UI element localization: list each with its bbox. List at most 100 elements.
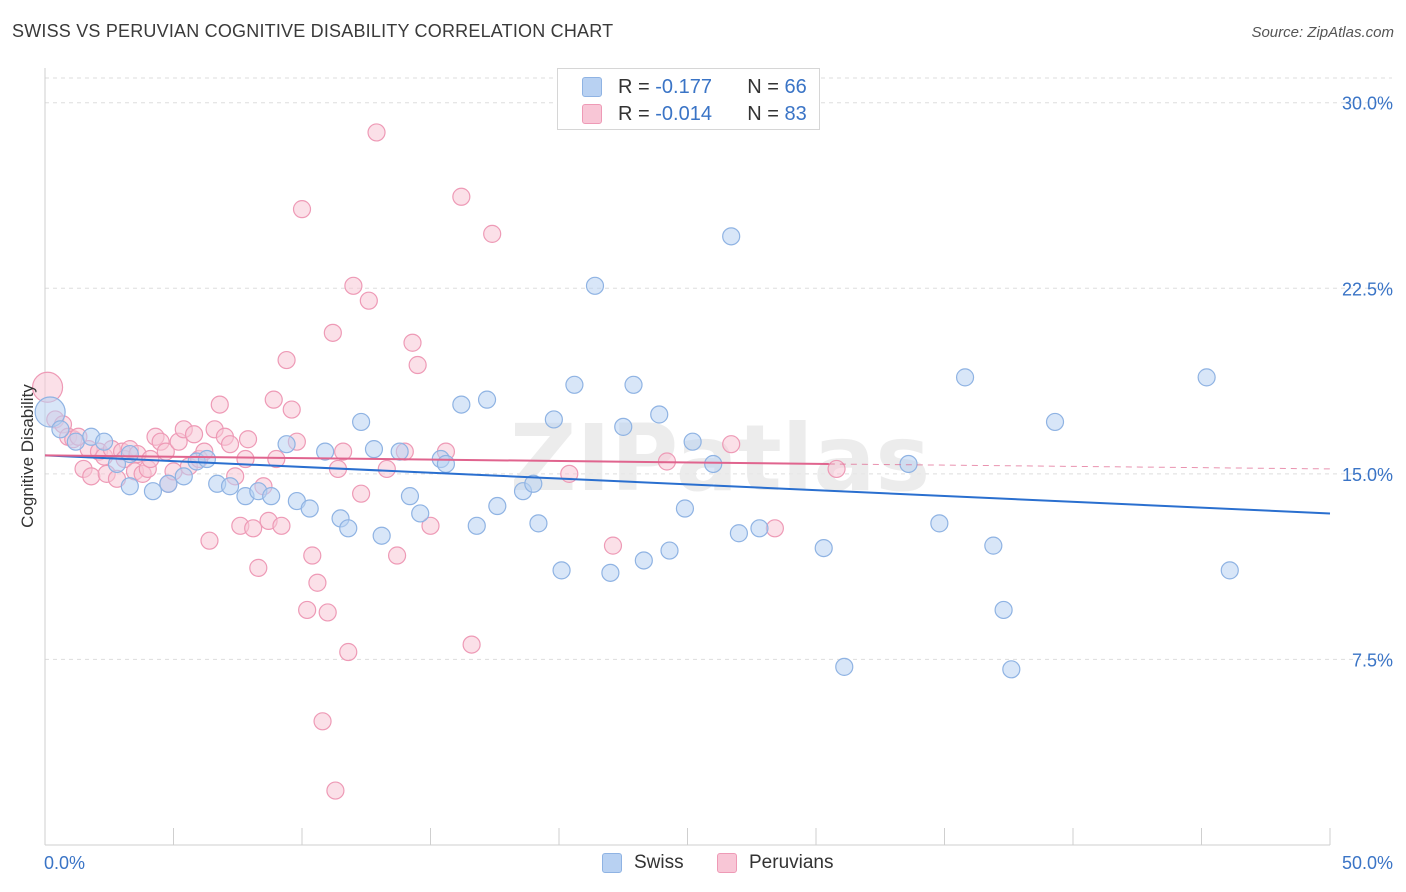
swiss-point bbox=[372, 526, 391, 545]
r-label: R = bbox=[618, 75, 650, 98]
swiss-point bbox=[262, 487, 281, 506]
swiss-point bbox=[601, 563, 620, 582]
peruvians-point bbox=[298, 600, 317, 620]
swiss-point bbox=[994, 600, 1013, 620]
peruvians-point bbox=[765, 519, 784, 538]
swiss-point bbox=[750, 519, 769, 538]
swiss-swatch bbox=[602, 853, 622, 873]
swiss-point bbox=[364, 440, 384, 459]
swiss-point bbox=[729, 524, 749, 543]
peruvians-point bbox=[249, 558, 268, 577]
swiss-point bbox=[704, 454, 723, 474]
axes bbox=[44, 68, 1331, 846]
swiss-point bbox=[634, 551, 653, 570]
swiss-point bbox=[352, 412, 371, 432]
peruvians-point bbox=[220, 435, 240, 454]
n-value: 83 bbox=[784, 102, 807, 125]
swiss-point bbox=[66, 432, 85, 451]
correlation-legend: R = -0.177 N = 66 R = -0.014 N = 83 bbox=[557, 68, 820, 130]
swiss-point bbox=[524, 474, 543, 493]
legend-label-swiss: Swiss bbox=[634, 852, 684, 873]
swiss-point bbox=[174, 467, 193, 486]
peruvians-point bbox=[282, 400, 301, 419]
swiss-point bbox=[585, 276, 605, 295]
swiss-point bbox=[277, 435, 296, 454]
swiss-point bbox=[814, 538, 833, 558]
swiss-point bbox=[675, 499, 695, 518]
swiss-point bbox=[660, 541, 679, 560]
peruvians-point bbox=[303, 546, 322, 565]
n-value: 66 bbox=[784, 75, 807, 98]
swiss-point bbox=[1002, 660, 1021, 679]
swiss-point bbox=[34, 396, 66, 428]
gridlines bbox=[45, 77, 1392, 660]
peruvians-point bbox=[272, 516, 291, 535]
tick-labels: 7.5% 15.0% 22.5% 30.0% 0.0% 50.0% bbox=[44, 94, 1393, 873]
peruvians-point bbox=[264, 390, 283, 409]
swiss-point bbox=[614, 417, 633, 436]
x-tick-label: 0.0% bbox=[44, 853, 85, 873]
swiss-point bbox=[1045, 412, 1065, 432]
trend-lines bbox=[44, 454, 1331, 515]
swiss-point bbox=[390, 442, 409, 461]
peruvians-point bbox=[323, 323, 342, 342]
peruvians-point bbox=[82, 467, 101, 486]
peruvians-point bbox=[359, 291, 378, 310]
swiss-point bbox=[1197, 368, 1216, 387]
peruvians-point bbox=[292, 200, 312, 219]
r-value: -0.177 bbox=[655, 75, 712, 98]
legend-label-peruvians: Peruvians bbox=[749, 852, 834, 873]
swiss-trend-line bbox=[44, 454, 1331, 515]
peruvians-point bbox=[462, 635, 481, 654]
swiss-point bbox=[955, 368, 975, 387]
legend-item-peruvians[interactable]: Peruvians bbox=[717, 852, 834, 874]
n-label: N = bbox=[747, 102, 779, 125]
y-tick-label: 7.5% bbox=[1352, 650, 1393, 670]
swiss-point bbox=[529, 514, 548, 533]
peruvians-swatch bbox=[717, 853, 737, 873]
peruvians-point bbox=[334, 442, 353, 461]
swiss-point bbox=[400, 487, 420, 506]
peruvians-point bbox=[267, 449, 286, 469]
swiss-point bbox=[411, 504, 430, 523]
swiss-swatch bbox=[582, 77, 602, 97]
legend-row-peruvians: R = -0.014 N = 83 bbox=[582, 102, 807, 126]
r-label: R = bbox=[618, 102, 650, 125]
r-value: -0.014 bbox=[655, 102, 712, 125]
peruvians-point bbox=[452, 187, 471, 206]
swiss-point bbox=[544, 410, 563, 429]
peruvians-point bbox=[603, 536, 623, 555]
peruvians-point bbox=[200, 531, 219, 550]
peruvians-point bbox=[277, 350, 296, 370]
swiss-point bbox=[722, 227, 741, 246]
chart-title: SWISS VS PERUVIAN COGNITIVE DISABILITY C… bbox=[12, 21, 614, 41]
swiss-point bbox=[899, 454, 918, 474]
swiss-point bbox=[683, 432, 702, 451]
series-legend: Swiss Peruvians bbox=[0, 852, 1406, 876]
source-note: Source: ZipAtlas.com bbox=[1251, 24, 1394, 41]
peruvians-point bbox=[184, 425, 204, 444]
peruvians-point bbox=[722, 435, 741, 454]
swiss-point bbox=[436, 454, 456, 474]
y-tick-label: 22.5% bbox=[1342, 279, 1393, 299]
peruvians-point bbox=[210, 395, 229, 414]
peruvians-point bbox=[238, 430, 258, 449]
swiss-point bbox=[835, 657, 854, 676]
legend-item-swiss[interactable]: Swiss bbox=[602, 852, 684, 874]
swiss-point bbox=[339, 519, 358, 538]
swiss-point bbox=[95, 432, 114, 451]
swiss-point bbox=[467, 516, 486, 535]
peruvians-point bbox=[827, 459, 846, 479]
peruvians-point bbox=[408, 355, 427, 375]
n-label: N = bbox=[747, 75, 779, 98]
peruvians-point bbox=[377, 459, 396, 479]
peruvians-point bbox=[313, 712, 332, 731]
swiss-point bbox=[565, 375, 584, 394]
swiss-point bbox=[197, 449, 217, 469]
swiss-point bbox=[452, 395, 471, 414]
peruvians-swatch bbox=[582, 104, 602, 124]
peruvians-point bbox=[308, 573, 327, 592]
swiss-point bbox=[552, 561, 571, 580]
y-axis-label: Cognitive Disability bbox=[18, 384, 37, 528]
